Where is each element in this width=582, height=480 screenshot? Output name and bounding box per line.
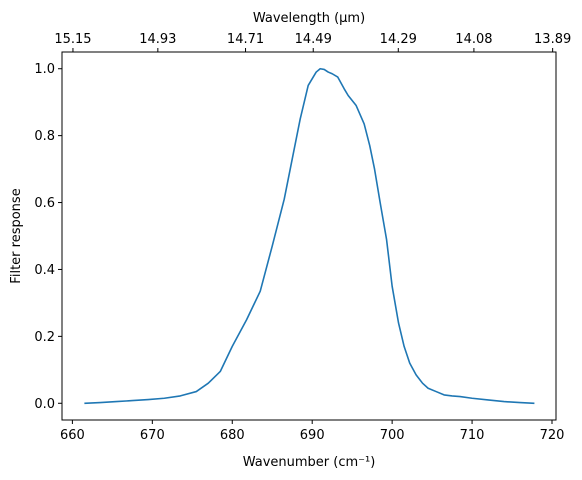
top-x-tick-label: 15.15 xyxy=(54,32,91,47)
y-tick-label: 1.0 xyxy=(34,62,55,77)
x-tick-label: 720 xyxy=(540,428,565,443)
y-tick-label: 0.6 xyxy=(34,196,55,211)
plot-area xyxy=(61,51,557,421)
x-tick-label: 710 xyxy=(460,428,485,443)
series-line-0 xyxy=(84,67,535,405)
y-tick-label: 0.4 xyxy=(34,263,55,278)
top-x-axis-label: Wavelength (μm) xyxy=(253,11,365,26)
top-x-tick-label: 14.08 xyxy=(455,32,492,47)
y-tick-label: 0.8 xyxy=(34,129,55,144)
top-x-tick-label: 14.93 xyxy=(139,32,176,47)
y-tick-label: 0.0 xyxy=(34,397,55,412)
top-x-axis: 15.15 14.93 14.71 14.49 14.29 14.08 13.89 xyxy=(54,32,571,52)
x-tick-label: 700 xyxy=(380,428,405,443)
x-tick-label: 690 xyxy=(300,428,325,443)
top-x-tick-label: 13.89 xyxy=(534,32,571,47)
x-tick-label: 660 xyxy=(60,428,85,443)
x-axis-label: Wavenumber (cm⁻¹) xyxy=(243,455,376,470)
x-tick-label: 680 xyxy=(220,428,245,443)
plot-frame xyxy=(61,51,557,421)
top-x-tick-label: 14.71 xyxy=(227,32,264,47)
y-tick-label: 0.2 xyxy=(34,330,55,345)
y-axis-label: Filter response xyxy=(9,188,24,283)
x-axis: 660 670 680 690 700 710 720 xyxy=(60,420,564,443)
top-x-tick-label: 14.29 xyxy=(380,32,417,47)
top-x-tick-label: 14.49 xyxy=(295,32,332,47)
y-axis: 0.0 0.2 0.4 0.6 0.8 1.0 xyxy=(34,62,62,412)
x-tick-label: 670 xyxy=(140,428,165,443)
